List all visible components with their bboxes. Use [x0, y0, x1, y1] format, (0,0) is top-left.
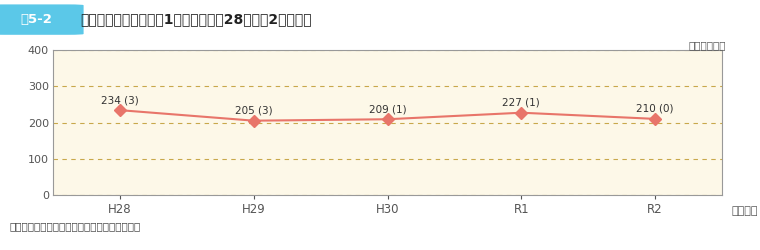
Text: 227 (1): 227 (1)	[502, 98, 540, 108]
Text: 234 (3): 234 (3)	[101, 95, 139, 105]
Text: （単位：人）: （単位：人）	[689, 40, 726, 50]
Text: 209 (1): 209 (1)	[369, 104, 407, 114]
Text: 図5-2: 図5-2	[21, 13, 52, 26]
Text: （年度）: （年度）	[732, 206, 758, 216]
Text: 死傷者数の推移〔休業1日以上（平成28～令和2年度）〕: 死傷者数の推移〔休業1日以上（平成28～令和2年度）〕	[80, 12, 312, 26]
Text: 205 (3): 205 (3)	[235, 106, 273, 116]
Text: 210 (0): 210 (0)	[636, 104, 674, 114]
FancyBboxPatch shape	[0, 4, 84, 35]
Text: （注）　（　）内は、死亡者数で内数である。: （注） （ ）内は、死亡者数で内数である。	[9, 221, 141, 231]
